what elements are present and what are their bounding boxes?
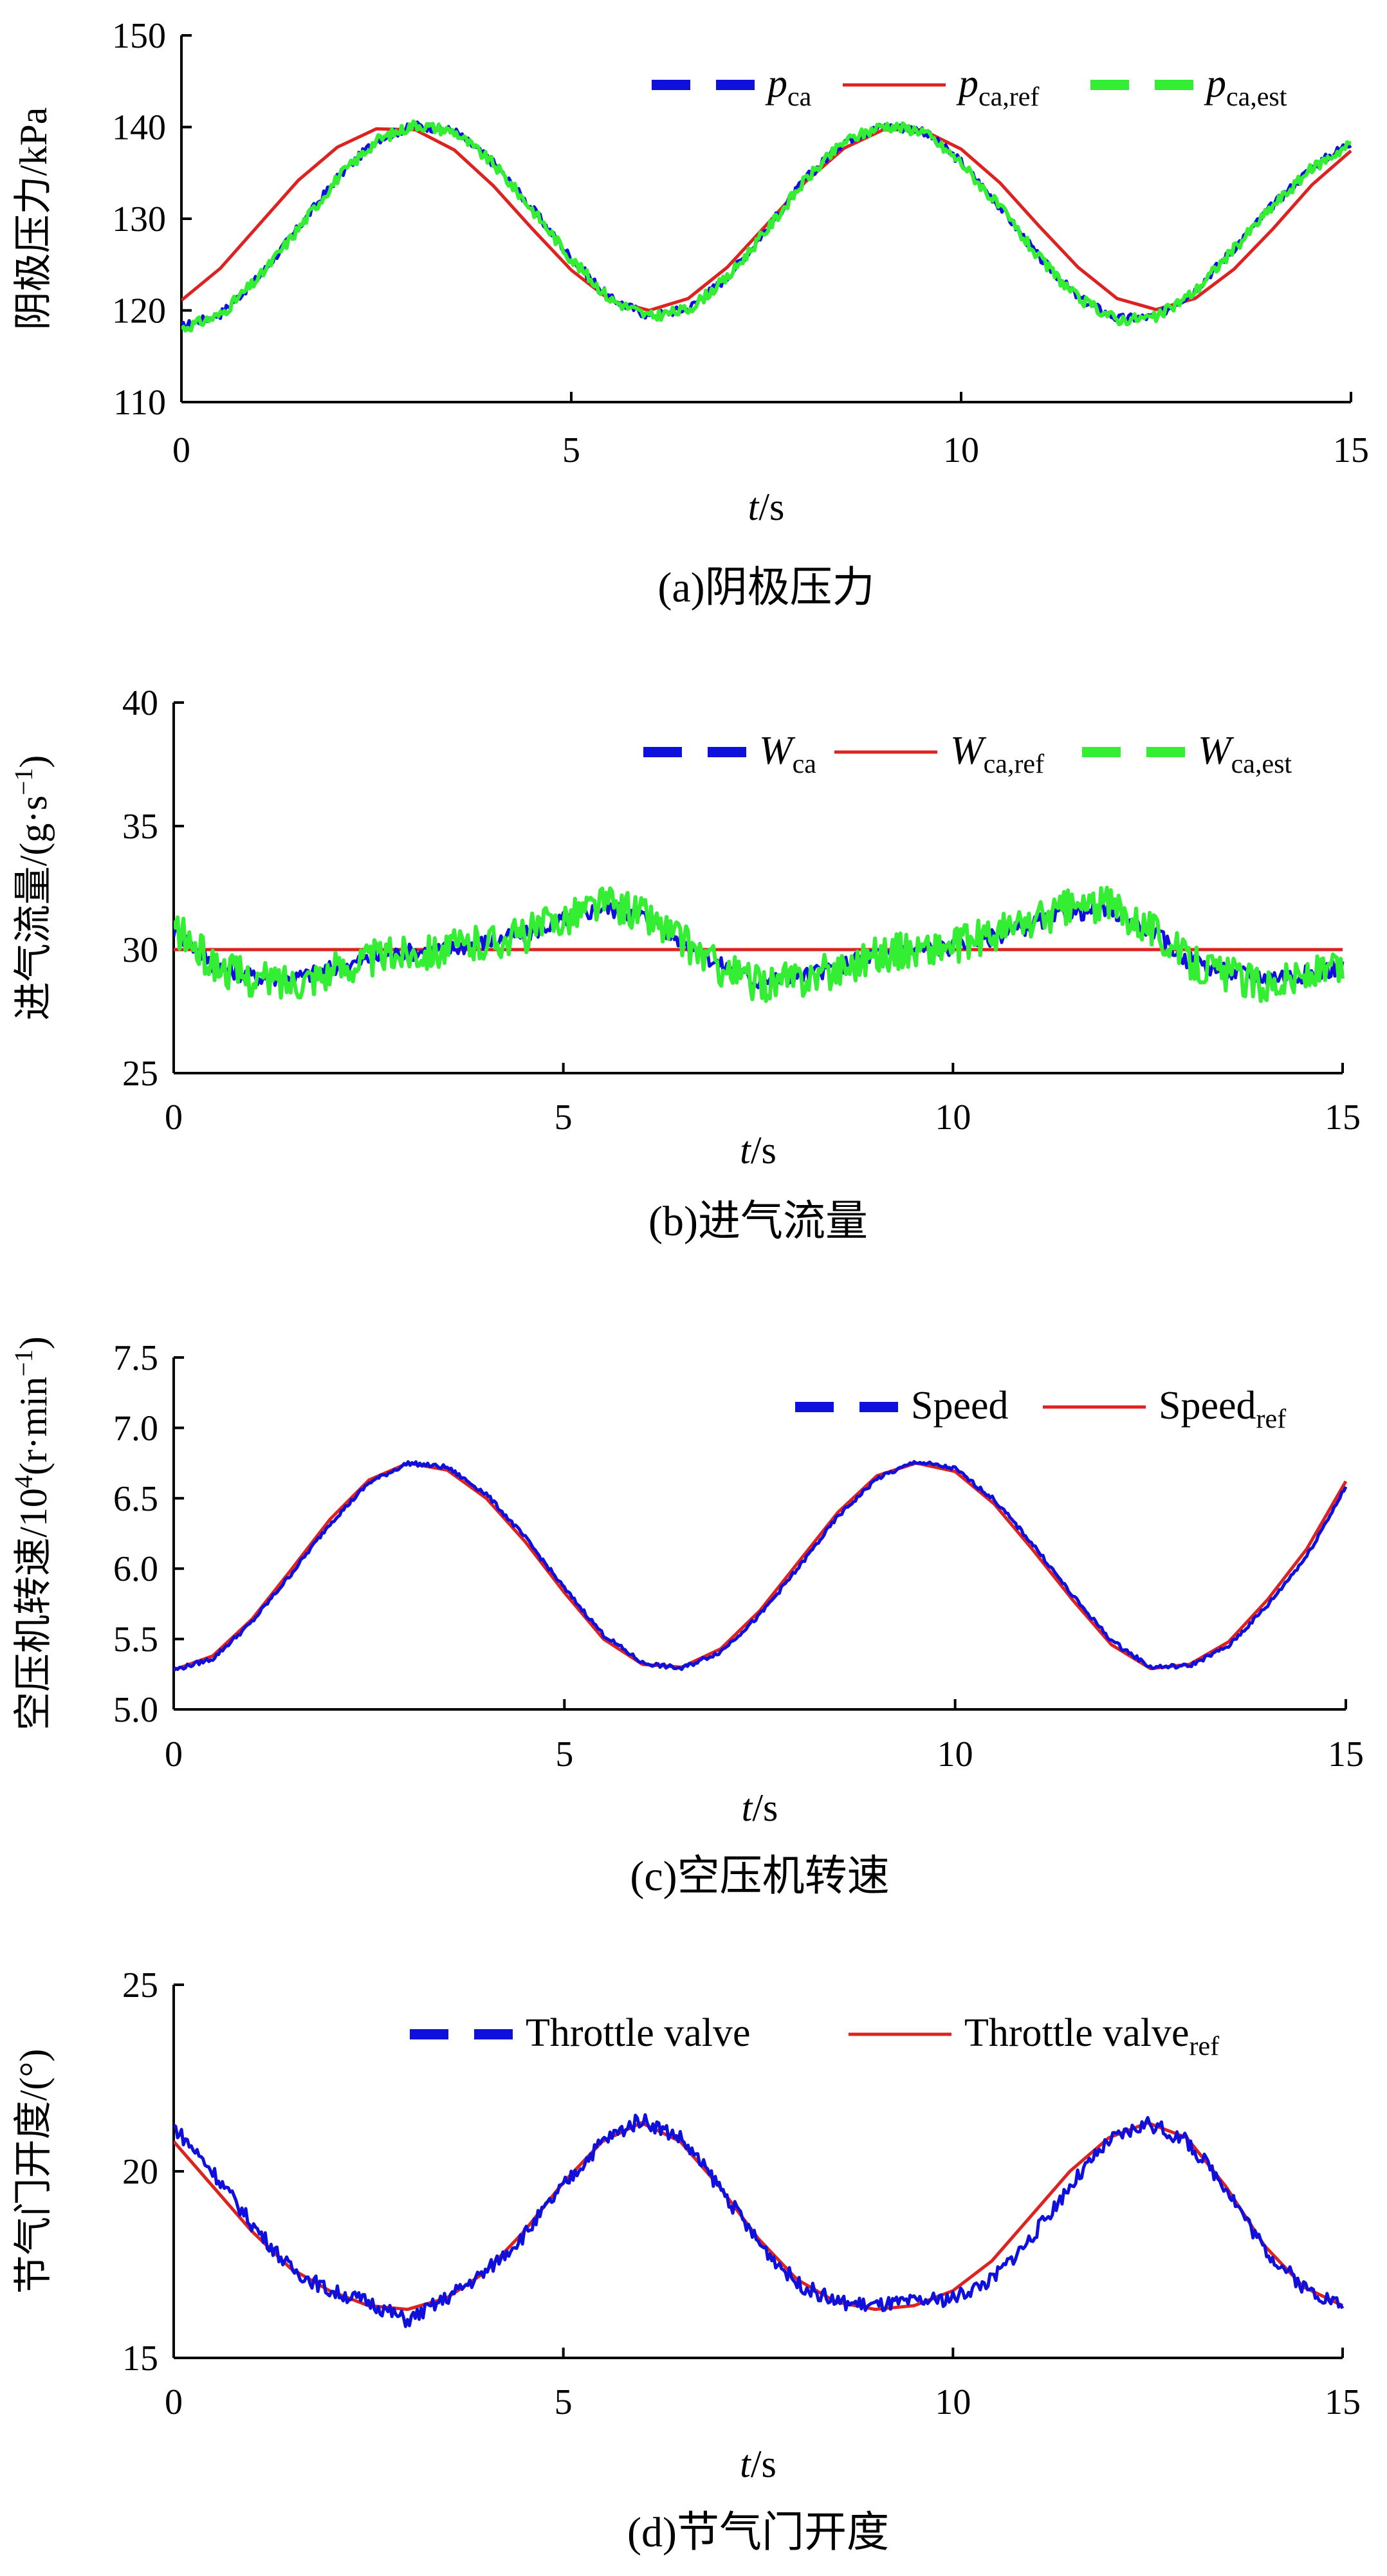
legend-item-meas: pca	[652, 62, 812, 112]
y-tick-label: 25	[122, 1054, 158, 1094]
y-tick-label: 7.5	[113, 1338, 158, 1378]
chart-panel-c: 0 5 10 15 5.0 5.5 6.0 6.5 7.0 7.5 t/s 空压机转速/104(r·m…	[9, 1336, 1364, 1900]
y-tick-label: 6.0	[113, 1549, 158, 1589]
legend-item-est: pca,est	[1090, 62, 1287, 112]
y-axis-label: 节气门开度/(°)	[12, 2049, 55, 2294]
legend-label: Wca,ref	[950, 729, 1044, 779]
x-axis-label: t/s	[742, 1787, 778, 1829]
x-tick-label: 0	[172, 430, 190, 470]
x-axis-label: t/s	[748, 486, 785, 528]
legend-label: Speed	[911, 1384, 1009, 1428]
legend-item-meas: Throttle valve	[410, 2011, 750, 2055]
chart-panel-d: 0 5 10 15 15 20 25 t/s 节气门开度/(°) (d)节气门开度 Throttle…	[12, 1965, 1361, 2556]
legend-label: pca,ref	[956, 62, 1039, 112]
legend-item-est: Wca,est	[1082, 729, 1292, 779]
x-tick-label: 0	[165, 1734, 183, 1774]
legend-label: Throttle valve	[526, 2011, 750, 2055]
y-tick-label: 30	[122, 930, 158, 970]
x-tick-label: 10	[935, 1098, 971, 1137]
y-tick-label: 150	[112, 16, 166, 56]
series-line-meas	[174, 2113, 1345, 2328]
panel-caption: (b)进气流量	[648, 1198, 868, 1245]
legend-item-ref: Wca,ref	[834, 729, 1044, 779]
y-tick-label: 40	[122, 683, 158, 723]
y-tick-label: 5.0	[113, 1690, 158, 1730]
chart-panel-b: 0 5 10 15 25 30 35 40 t/s 进气流量/(g·s−1) (b)进气流量 Wca W…	[9, 683, 1361, 1245]
x-tick-label: 10	[943, 430, 979, 470]
legend-label: Speedref	[1159, 1384, 1286, 1434]
x-tick-label: 0	[165, 2382, 183, 2422]
series-line-ref	[174, 1461, 1348, 1672]
series-line-meas	[174, 1460, 1348, 1672]
y-tick-label: 140	[112, 108, 166, 148]
legend-item-ref: pca,ref	[843, 62, 1039, 112]
y-tick-label: 15	[122, 2339, 158, 2378]
legend-item-meas: Speed	[795, 1384, 1009, 1428]
legend-label: Throttle valveref	[964, 2011, 1219, 2061]
y-tick-label: 35	[122, 807, 158, 847]
y-axis-label: 阴极压力/kPa	[12, 107, 55, 331]
y-axis-label: 空压机转速/104(r·min−1)	[9, 1336, 55, 1731]
x-tick-label: 15	[1325, 2382, 1361, 2422]
y-tick-label: 120	[112, 291, 166, 331]
y-tick-label: 25	[122, 1965, 158, 2005]
plot-area	[181, 119, 1352, 333]
y-tick-label: 20	[122, 2152, 158, 2192]
y-tick-label: 6.5	[113, 1479, 158, 1519]
series-line-est	[174, 885, 1345, 1004]
x-tick-label: 5	[555, 1098, 573, 1137]
legend-item-ref: Speedref	[1043, 1384, 1286, 1434]
y-tick-label: 5.5	[113, 1620, 158, 1660]
x-tick-label: 0	[165, 1098, 183, 1137]
panel-caption: (c)空压机转速	[630, 1853, 889, 1900]
x-tick-label: 15	[1328, 1734, 1364, 1774]
legend-item-ref: Throttle valveref	[849, 2011, 1219, 2061]
series-line-ref	[174, 2121, 1344, 2312]
chart-panel-a: 0 5 10 15 110 120 130 140 150 t/s 阴极压力/kPa (a)阴极压力 p…	[12, 16, 1369, 611]
x-tick-label: 5	[555, 1734, 573, 1774]
x-axis-label: t/s	[740, 1129, 776, 1172]
legend-label: pca	[765, 62, 812, 112]
legend-label: Wca,est	[1198, 729, 1292, 779]
x-tick-label: 5	[562, 430, 580, 470]
series-line-est	[181, 119, 1352, 333]
panel-caption: (d)节气门开度	[627, 2509, 889, 2556]
panel-caption: (a)阴极压力	[657, 564, 874, 611]
plot-area	[174, 885, 1345, 1004]
y-tick-label: 110	[113, 383, 166, 423]
x-tick-label: 5	[555, 2382, 573, 2422]
y-tick-label: 7.0	[113, 1408, 158, 1448]
legend-item-meas: Wca	[643, 729, 816, 779]
legend-label: Wca	[759, 729, 816, 779]
series-line-ref	[181, 127, 1352, 313]
x-axis-label: t/s	[740, 2443, 776, 2485]
x-tick-label: 10	[935, 2382, 971, 2422]
x-tick-label: 15	[1333, 430, 1369, 470]
y-axis-label: 进气流量/(g·s−1)	[9, 755, 55, 1021]
plot-area	[174, 2113, 1345, 2328]
y-tick-label: 130	[112, 199, 166, 239]
plot-area	[174, 1460, 1348, 1672]
x-tick-label: 10	[937, 1734, 973, 1774]
x-tick-label: 15	[1325, 1098, 1361, 1137]
legend-label: pca,est	[1204, 62, 1287, 112]
